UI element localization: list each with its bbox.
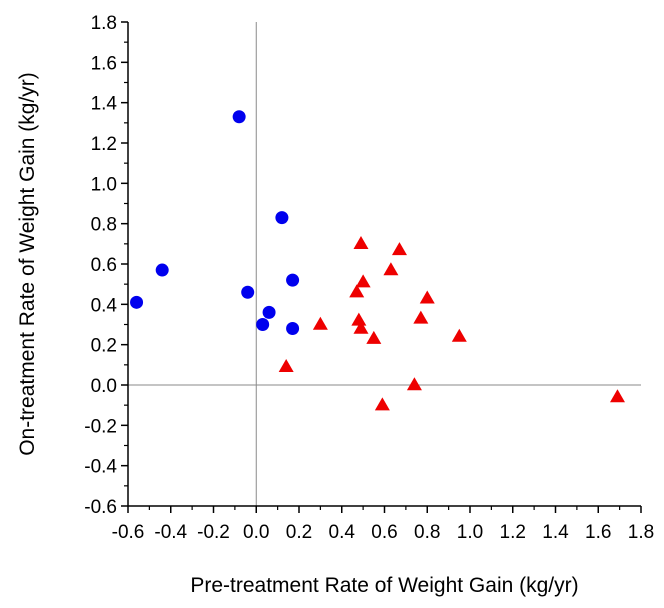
x-tick-label: -0.2 [197,522,230,543]
circle-point [262,305,276,319]
triangle-point [609,389,625,403]
y-tick-label: 1.0 [91,174,117,195]
circle-point [232,110,246,124]
triangle-point [391,242,407,256]
x-tick-label: 0.4 [329,522,356,543]
x-tick-label: 1.4 [542,522,569,543]
triangle-point [351,312,367,326]
reference-lines [128,22,641,506]
y-tick-label: 0.4 [91,295,118,316]
triangle-point [366,330,382,344]
triangle-point [355,274,371,288]
triangle-point [413,310,429,324]
y-tick-label: 0.6 [91,255,117,276]
triangle-point [374,397,390,411]
x-tick-label: 1.8 [628,522,654,543]
x-tick-label: 0.0 [243,522,269,543]
triangle-point [349,284,365,298]
y-tick-label: 1.8 [91,13,117,34]
x-tick-label: 0.6 [371,522,397,543]
x-tick-label: 0.8 [414,522,440,543]
triangle-point [312,316,328,330]
y-tick-label: 0.2 [91,336,117,357]
y-tick-label: 1.2 [91,134,117,155]
y-axis-title: On-treatment Rate of Weight Gain (kg/yr) [16,72,39,456]
axes [127,22,641,507]
circle-point [130,295,144,309]
triangle-point [419,290,435,304]
circle-point [275,211,289,225]
circle-point [256,318,270,331]
y-tick-label: 1.4 [91,94,118,115]
circle-point [241,285,255,299]
x-tick-label: 1.0 [457,522,483,543]
y-tick-label: -0.2 [84,416,117,437]
circle-point [286,273,300,287]
triangle-point [451,328,467,342]
x-axis-title: Pre-treatment Rate of Weight Gain (kg/yr… [190,574,578,597]
x-tick-label: 1.6 [585,522,611,543]
circle-point [155,263,169,277]
circle-point [286,322,300,336]
x-axis-ticks: -0.6 -0.4 -0.2 0.0 0.2 0.4 0.6 0.8 1.0 1.2 1.4 1.6 1… [112,506,654,543]
y-axis-ticks: 1.8 1.6 1.4 1.2 1.0 0.8 0.6 0.4 0.2 0.0 -0.2 -0.4 -0… [84,13,128,518]
triangle-point [353,320,369,334]
triangle-point [278,359,294,373]
y-tick-label: 1.6 [91,53,117,74]
x-tick-label: 0.2 [286,522,312,543]
y-tick-label: 0.0 [91,376,117,397]
y-tick-label: 0.8 [91,215,117,236]
triangle-point [353,236,369,250]
x-tick-label: -0.6 [112,522,145,543]
y-tick-label: -0.4 [84,457,117,478]
triangle-point [383,262,399,276]
x-tick-label: 1.2 [500,522,526,543]
triangle-point [406,377,422,391]
x-tick-label: -0.4 [154,522,187,543]
data-points [130,110,625,411]
y-tick-label: -0.6 [84,497,117,518]
